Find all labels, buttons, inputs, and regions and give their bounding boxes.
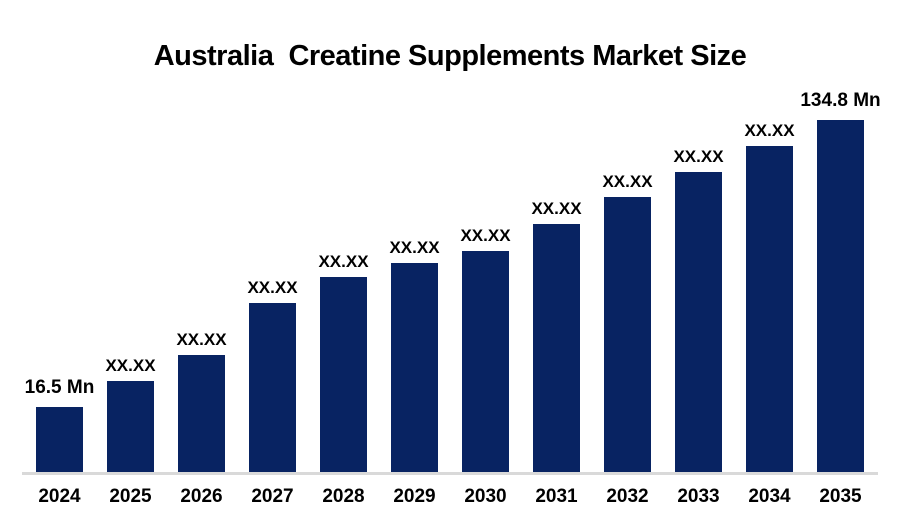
bar-2030	[462, 251, 509, 472]
x-tick-2031: 2031	[535, 486, 578, 507]
bar-2029	[391, 263, 438, 472]
bar-2026	[178, 355, 225, 472]
bar-value-label-2026: XX.XX	[176, 330, 227, 349]
bar-value-label-2031: XX.XX	[531, 199, 582, 218]
bar-2034	[746, 146, 793, 472]
bar-2032	[604, 197, 651, 472]
x-tick-2025: 2025	[109, 486, 152, 507]
bar-value-label-2035: 134.8 Mn	[800, 90, 881, 111]
bar-value-label-2033: XX.XX	[673, 147, 724, 166]
bar-value-label-2028: XX.XX	[318, 252, 369, 271]
x-axis-line	[22, 472, 878, 475]
bar-2027	[249, 303, 296, 472]
bar-2025	[107, 381, 154, 472]
bar-value-label-2034: XX.XX	[744, 121, 795, 140]
bar-value-label-2032: XX.XX	[602, 172, 653, 191]
x-tick-2028: 2028	[322, 486, 365, 507]
bar-2031	[533, 224, 580, 472]
x-tick-2027: 2027	[251, 486, 294, 507]
x-tick-2030: 2030	[464, 486, 507, 507]
bar-value-label-2029: XX.XX	[389, 238, 440, 257]
bar-2028	[320, 277, 367, 472]
bar-value-label-2024: 16.5 Mn	[24, 377, 95, 398]
x-tick-2029: 2029	[393, 486, 436, 507]
bar-2035	[817, 120, 864, 472]
x-tick-2024: 2024	[38, 486, 81, 507]
x-tick-2033: 2033	[677, 486, 720, 507]
bar-2024	[36, 407, 83, 472]
bar-2033	[675, 172, 722, 472]
x-tick-2034: 2034	[748, 486, 791, 507]
bar-value-label-2025: XX.XX	[105, 356, 156, 375]
bar-value-label-2027: XX.XX	[247, 278, 298, 297]
chart-title: Australia Creatine Supplements Market Si…	[153, 40, 747, 72]
x-tick-2026: 2026	[180, 486, 223, 507]
bar-value-label-2030: XX.XX	[460, 226, 511, 245]
x-tick-2032: 2032	[606, 486, 649, 507]
x-tick-2035: 2035	[819, 486, 862, 507]
